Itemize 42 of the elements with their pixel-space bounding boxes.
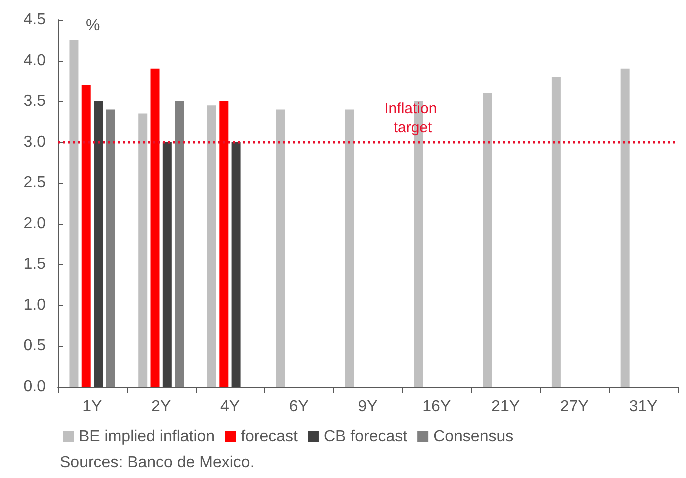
ref-line-label: Inflation target xyxy=(384,100,442,136)
y-tick-label: 4.5 xyxy=(24,12,46,28)
bar xyxy=(70,40,79,387)
y-tick-label: 3.5 xyxy=(24,93,46,110)
x-tick-label: 21Y xyxy=(492,398,520,416)
legend-label: CB forecast xyxy=(324,428,408,446)
bar xyxy=(162,142,172,387)
y-tick-label: 1.5 xyxy=(24,256,46,274)
x-tick-label: 1Y xyxy=(82,398,103,416)
y-tick-label: 4.0 xyxy=(24,52,46,70)
bar xyxy=(150,68,160,387)
x-tick-label: 16Y xyxy=(422,398,452,416)
source-note: Sources: Banco de Mexico. xyxy=(60,454,255,472)
bar xyxy=(207,106,216,387)
x-tick-label: 4Y xyxy=(220,398,240,416)
bar xyxy=(106,110,116,387)
bar xyxy=(138,114,148,387)
x-tick-label: 31Y xyxy=(629,398,658,416)
legend-label: BE implied inflation xyxy=(79,428,216,446)
bar xyxy=(276,110,286,387)
y-tick-label: 2.0 xyxy=(24,215,46,232)
legend-label: Consensus xyxy=(434,428,514,446)
bar xyxy=(232,142,241,387)
y-tick-label: 1.0 xyxy=(24,296,46,314)
bar xyxy=(620,68,630,387)
legend-label: forecast xyxy=(241,428,299,446)
x-tick-label: 2Y xyxy=(152,398,172,416)
bar xyxy=(94,102,104,387)
bar xyxy=(552,77,561,387)
y-tick-label: 0.5 xyxy=(24,338,46,355)
bar xyxy=(82,85,91,387)
bar xyxy=(345,110,354,387)
y-axis-title: % xyxy=(86,18,100,34)
y-tick-label: 2.5 xyxy=(24,174,46,192)
x-tick-label: 27Y xyxy=(560,398,590,416)
bar xyxy=(483,93,492,387)
bar xyxy=(175,102,184,387)
y-tick-label: 3.0 xyxy=(24,134,46,151)
y-tick-label: 0.0 xyxy=(24,378,46,396)
bar xyxy=(220,102,229,387)
x-tick-label: 6Y xyxy=(289,398,310,416)
x-tick-label: 9Y xyxy=(358,398,378,416)
